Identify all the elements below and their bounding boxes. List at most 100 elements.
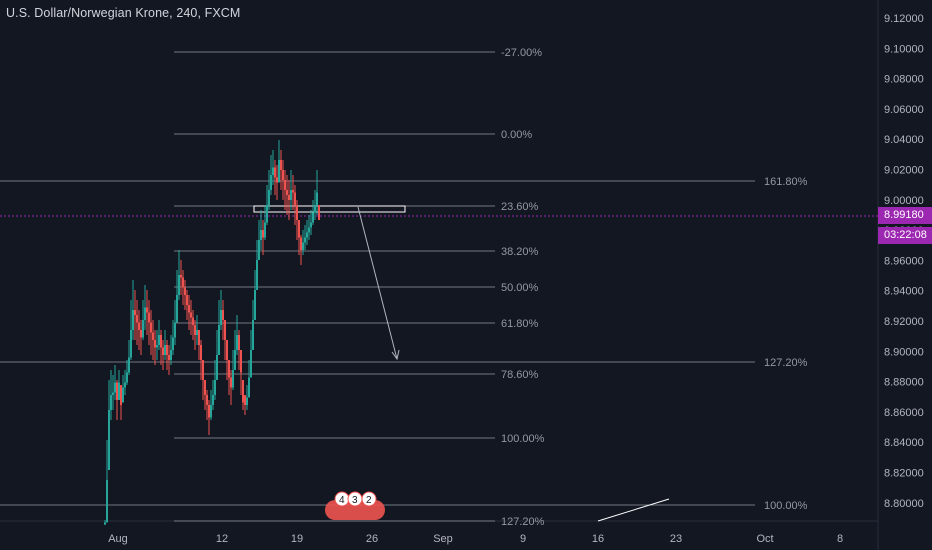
projection-arrow[interactable] [357,206,400,361]
candle-body [280,160,282,170]
candle-body [188,305,190,313]
candle-body [256,260,258,290]
candle-body [132,310,134,330]
candle-body [314,205,316,213]
price-axis-label: 8.94000 [884,286,924,298]
candle-body [104,522,106,525]
candle-body [136,315,138,323]
candle-body [236,335,238,350]
candle-body [186,295,188,305]
candle-body [150,322,152,333]
candle-body [148,312,150,323]
candle-body [292,190,294,193]
candle-body [176,295,178,323]
price-axis-label: 8.80000 [884,498,924,510]
candle-body [262,230,264,238]
time-axis-label: 8 [837,533,843,545]
candle-body [118,382,120,400]
candle-body [126,372,128,383]
current-price-tag: 8.99180 [878,207,932,224]
candle-body [152,332,154,340]
fib-extension[interactable] [0,180,755,506]
candle-body [248,377,250,398]
candle-body [312,212,314,223]
candle-body [122,387,124,403]
candle-body [124,382,126,388]
candle-body [154,340,156,348]
candle-body [240,350,242,373]
candle-body [178,275,180,295]
candle-body [208,405,210,418]
price-axis-label: 9.04000 [884,134,924,146]
fib-retracement[interactable] [174,51,495,522]
candle-body [166,345,168,355]
candle-body [230,377,232,388]
candle-body [250,350,252,378]
highlight-rectangle[interactable] [253,205,406,213]
candle-body [222,310,224,320]
fib-label: 0.00% [501,129,532,141]
candle-body [190,312,192,318]
candle-body [158,335,160,345]
candle-body [316,192,318,205]
price-axis-label: 8.88000 [884,377,924,389]
time-axis-label: Sep [433,533,453,545]
candle-body [272,167,274,175]
candle-body [164,345,166,355]
candle-body [170,350,172,360]
fib-label: 38.20% [501,246,539,258]
candle-body [108,410,110,470]
candle-body [268,190,270,205]
candle-body [142,320,144,338]
candle-body [254,290,256,320]
candle-body [228,360,230,378]
candle-body [318,205,320,220]
candle-body [182,277,184,288]
candle-body [106,480,108,523]
time-axis-label: 12 [216,533,228,545]
bar-countdown-tag: 03:22:08 [878,227,932,244]
candle-body [244,395,246,405]
candle-body [302,242,304,250]
fib-label: 100.00% [501,433,545,445]
price-axis-label: 8.92000 [884,316,924,328]
time-axis-label: 19 [291,533,303,545]
symbol-title[interactable]: U.S. Dollar/Norwegian Krone, 240, FXCM [6,6,241,20]
fib-ext-label: 161.80% [764,176,808,188]
candle-body [246,397,248,405]
fib-ext-label: 100.00% [764,500,808,512]
candle-body [290,190,292,200]
candle-body [112,392,114,395]
fib-label: 50.00% [501,282,539,294]
candle-body [212,395,214,405]
price-axis-label: 8.90000 [884,346,924,358]
candle-body [260,230,262,240]
candlestick-series[interactable] [104,140,320,525]
candle-body [224,320,226,340]
time-axis-label: 26 [366,533,378,545]
fib-label: -27.00% [501,47,542,59]
candle-body [270,175,272,190]
candle-body [168,355,170,360]
price-axis-label: 9.00000 [884,195,924,207]
candle-body [204,380,206,395]
candle-body [192,317,194,325]
time-axis-label: 23 [670,533,682,545]
candle-body [214,380,216,395]
trend-line[interactable] [597,498,670,522]
candle-body [234,350,236,370]
candle-body [144,307,146,320]
candle-body [284,180,286,190]
candle-body [276,177,278,183]
candle-body [242,380,244,403]
fib-ext-label: 127.20% [764,357,808,369]
event-badges[interactable]: 4 3 2 [325,491,385,520]
candle-body [210,405,212,418]
event-badge[interactable] [361,491,377,507]
fib-label: 23.60% [501,201,539,213]
candle-body [174,322,176,338]
candle-body [110,395,112,410]
candle-body [116,382,118,400]
candle-body [274,167,276,178]
